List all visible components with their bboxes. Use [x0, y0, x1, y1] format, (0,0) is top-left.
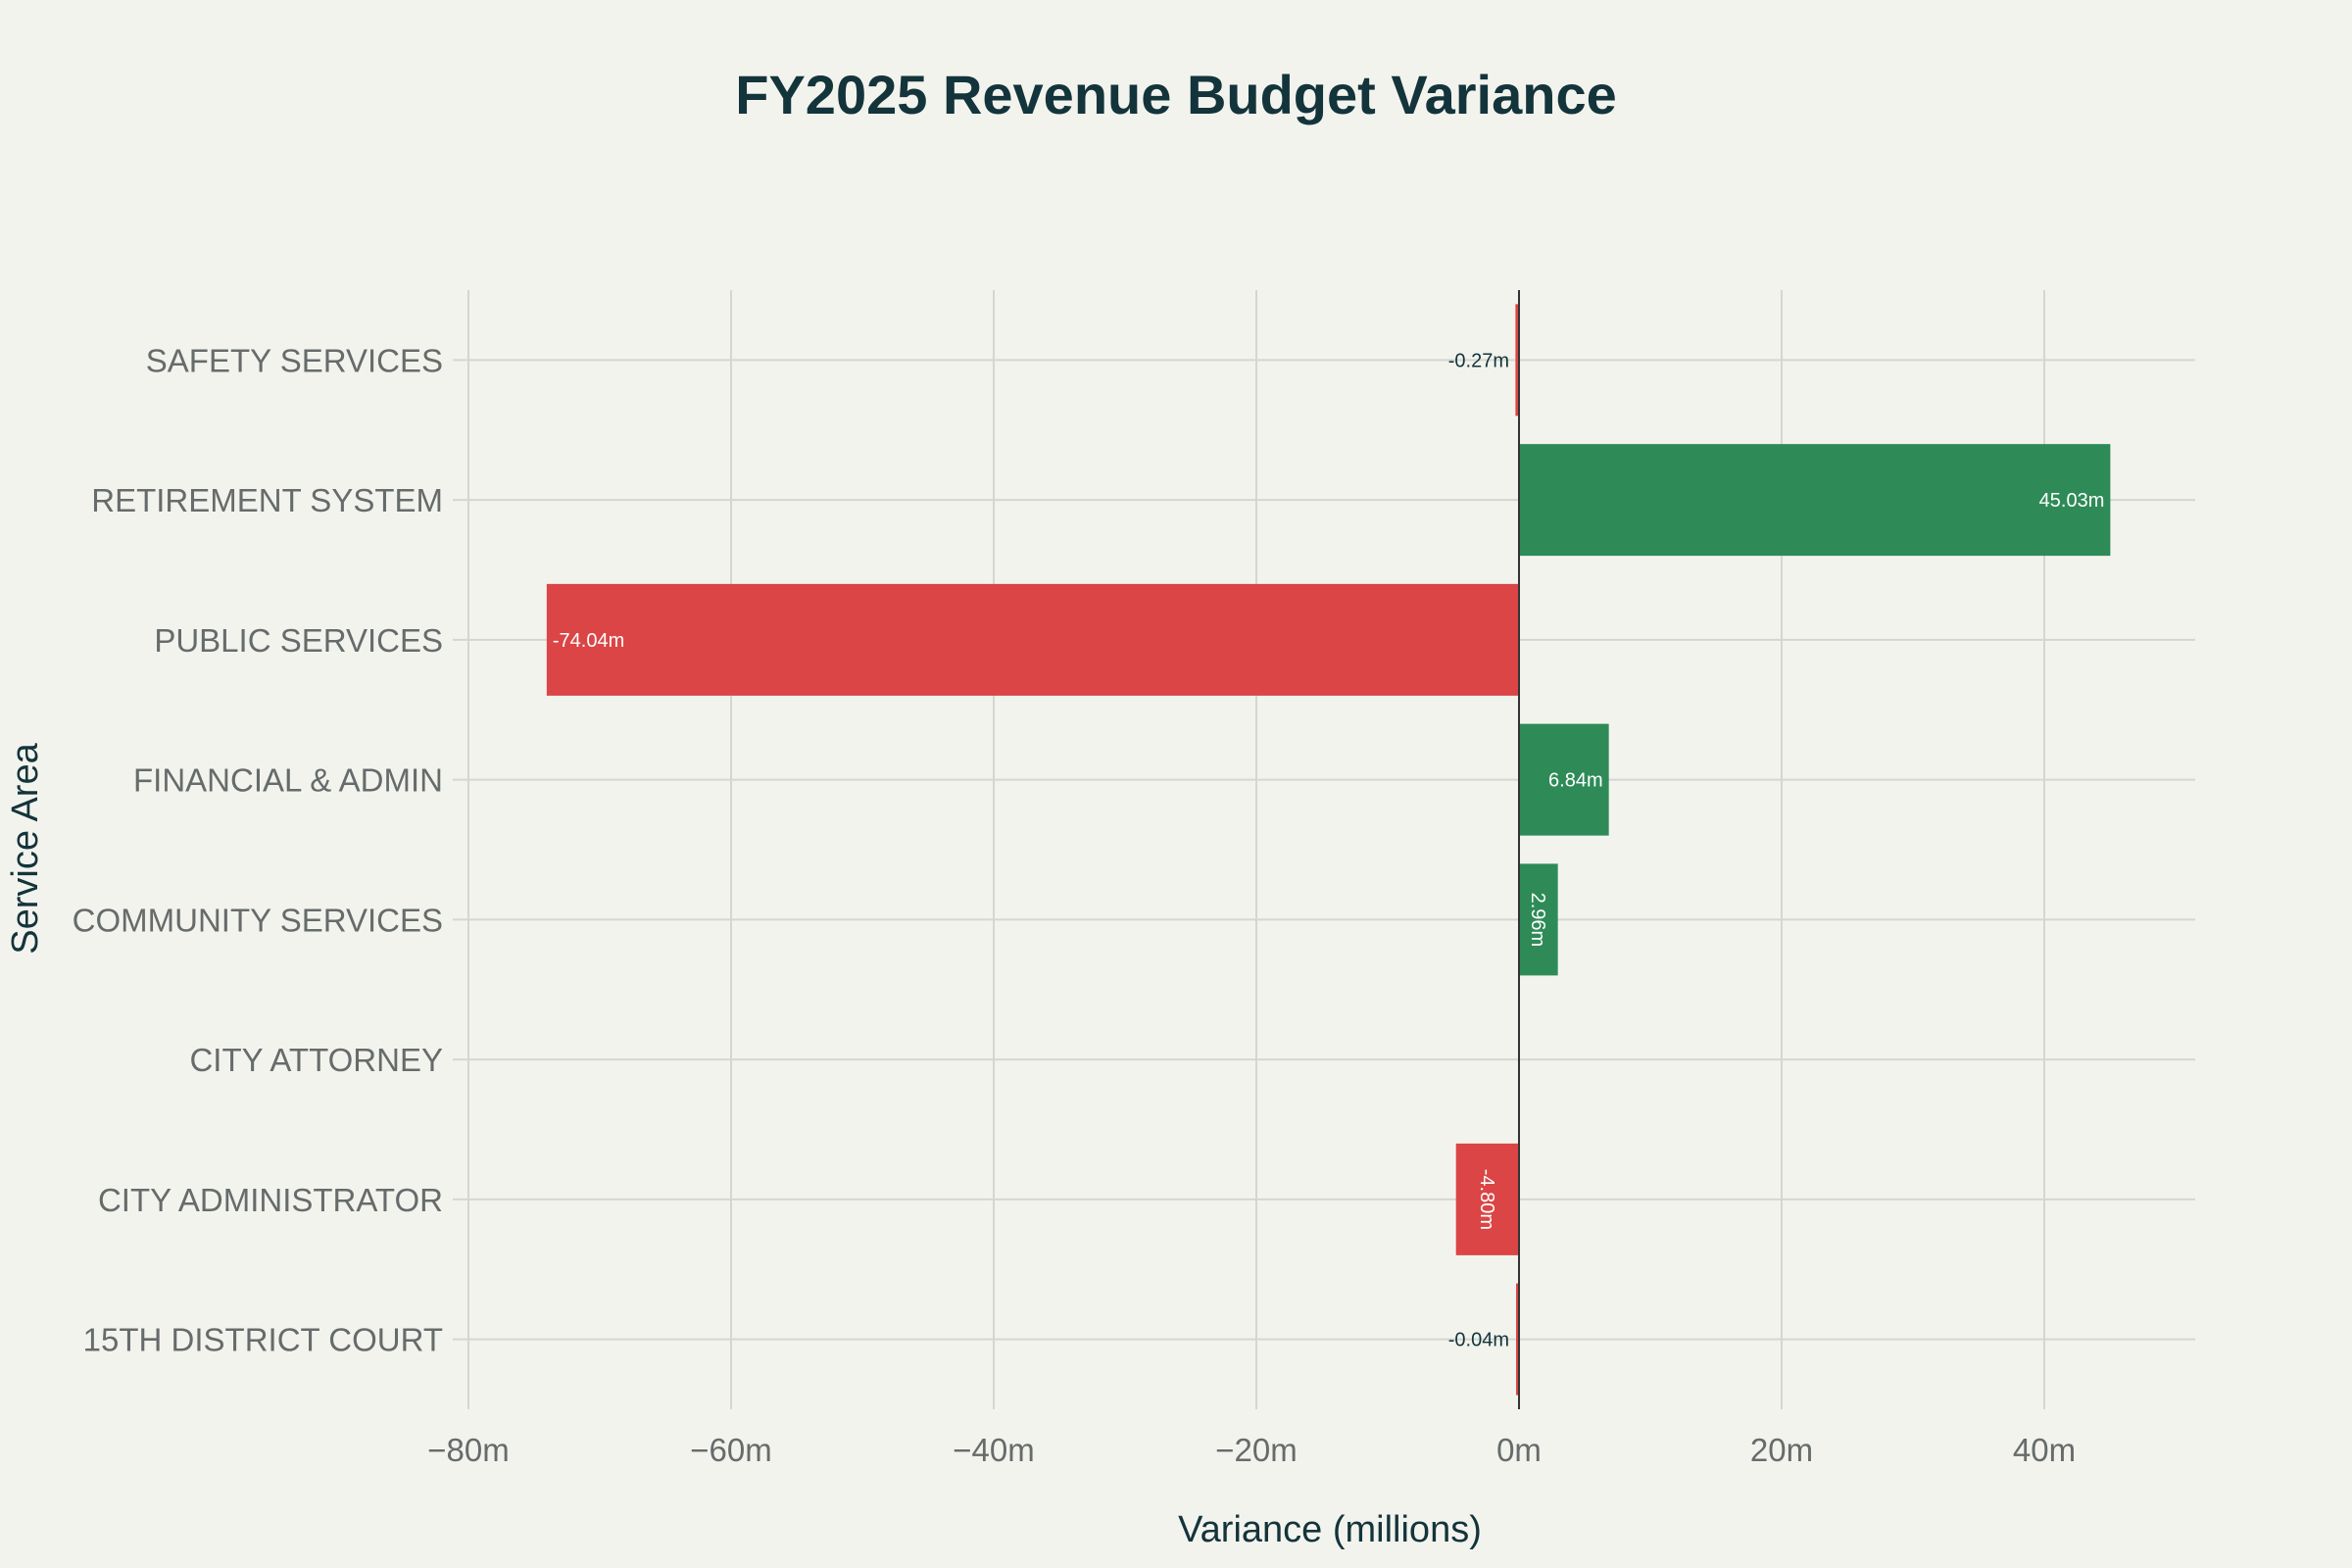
data-label: -0.04m [1448, 1330, 1509, 1351]
x-tick-label: 40m [2013, 1432, 2076, 1468]
chart-title: FY2025 Revenue Budget Variance [735, 64, 1617, 125]
x-tick-label: −20m [1215, 1432, 1297, 1468]
data-label: 2.96m [1527, 893, 1548, 948]
x-axis-title: Variance (millions) [1178, 1509, 1482, 1550]
bar [1515, 304, 1519, 416]
y-tick-label: 15TH DISTRICT COURT [83, 1322, 443, 1358]
bar [1519, 444, 2111, 557]
y-axis-title: Service Area [5, 742, 46, 954]
y-tick-label: FINANCIAL & ADMIN [133, 762, 443, 799]
y-tick-labels: SAFETY SERVICES RETIREMENT SYSTEM PUBLIC S… [73, 342, 443, 1357]
bar [1519, 723, 1609, 836]
x-tick-label: −60m [690, 1432, 771, 1468]
data-label: 45.03m [2039, 490, 2105, 512]
x-tick-label: 0m [1496, 1432, 1542, 1468]
bars [546, 304, 2111, 1396]
y-tick-label: PUBLIC SERVICES [154, 622, 443, 659]
data-label: -74.04m [553, 630, 624, 652]
data-label: -4.80m [1476, 1169, 1497, 1230]
y-tick-label: SAFETY SERVICES [146, 342, 443, 378]
bar [1516, 1283, 1519, 1396]
data-labels: -0.27m 45.03m -74.04m 6.84m 2.96m -4.80m -0.04… [553, 350, 2105, 1350]
data-label: 6.84m [1548, 770, 1603, 792]
bar [1455, 1143, 1519, 1255]
y-tick-label: COMMUNITY SERVICES [73, 902, 443, 938]
y-tick-label: CITY ADMINISTRATOR [98, 1182, 443, 1218]
x-tick-labels: −80m −60m −40m −20m 0m 20m 40m [427, 1432, 2076, 1468]
data-label: -0.27m [1448, 350, 1509, 371]
bar [546, 583, 1519, 696]
x-tick-label: 20m [1750, 1432, 1813, 1468]
x-tick-label: −80m [427, 1432, 509, 1468]
y-tick-label: CITY ATTORNEY [189, 1042, 443, 1078]
x-tick-label: −40m [953, 1432, 1034, 1468]
bar [1519, 863, 1558, 976]
y-tick-label: RETIREMENT SYSTEM [91, 482, 443, 518]
